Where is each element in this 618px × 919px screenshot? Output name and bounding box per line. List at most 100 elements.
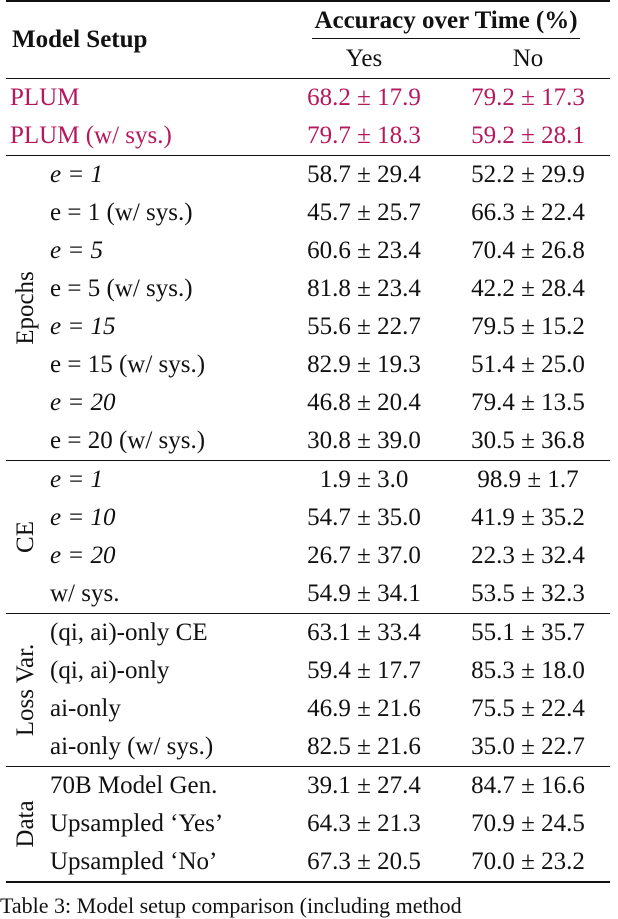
yes-value: 60.6 ± 23.4 — [307, 237, 421, 264]
yes-value: 30.8 ± 39.0 — [307, 427, 421, 454]
no-value: 70.4 ± 26.8 — [471, 237, 585, 264]
table-row: w/ sys. 54.9 ± 34.1 53.5 ± 32.3 — [6, 575, 610, 614]
table-row: e = 5 (w/ sys.) 81.8 ± 23.4 42.2 ± 28.4 — [6, 270, 610, 308]
table-row: Epochs e = 1 58.7 ± 29.4 52.2 ± 29.9 — [6, 155, 610, 461]
yes-header: Yes — [345, 45, 383, 72]
group-label-text: CE — [12, 521, 39, 553]
table-row: PLUM 68.2 ± 17.9 79.2 ± 17.3 — [6, 78, 610, 117]
table-caption: Table 3: Model setup comparison (includi… — [0, 893, 462, 918]
row-label: e = 5 (w/ sys.) — [50, 275, 193, 302]
row-label: (qi, ai)-only CE — [46, 613, 282, 652]
no-value: 79.2 ± 17.3 — [446, 78, 610, 117]
group-label-epochs: Epochs — [6, 155, 46, 461]
yes-value: 39.1 ± 27.4 — [282, 766, 446, 805]
row-label: ai-only — [50, 695, 121, 722]
table-row: ai-only (w/ sys.) 82.5 ± 21.6 35.0 ± 22.… — [6, 728, 610, 767]
no-value: 79.4 ± 13.5 — [471, 389, 585, 416]
yes-value: 46.8 ± 20.4 — [307, 389, 421, 416]
accuracy-header: Accuracy over Time (%) — [282, 0, 610, 40]
yes-value: 68.2 ± 17.9 — [282, 78, 446, 117]
yes-value: 45.7 ± 25.7 — [307, 199, 421, 226]
yes-value: 59.4 ± 17.7 — [307, 657, 421, 684]
no-value: 75.5 ± 22.4 — [471, 695, 585, 722]
no-value: 41.9 ± 35.2 — [471, 504, 585, 531]
group-label-ce: CE — [6, 460, 46, 614]
row-label: e = 20 — [50, 389, 116, 416]
table-row: ai-only 46.9 ± 21.6 75.5 ± 22.4 — [6, 690, 610, 728]
table-row: e = 10 54.7 ± 35.0 41.9 ± 35.2 — [6, 499, 610, 537]
table-row: Data 70B Model Gen. 39.1 ± 27.4 84.7 ± 1… — [6, 766, 610, 883]
yes-value: 82.5 ± 21.6 — [307, 733, 421, 760]
row-label: PLUM — [6, 78, 282, 117]
group-label-text: Loss Var. — [12, 643, 39, 737]
yes-value: 67.3 ± 20.5 — [282, 843, 446, 883]
yes-value: 63.1 ± 33.4 — [282, 613, 446, 652]
group-label-text: Data — [12, 800, 39, 848]
row-label: e = 15 (w/ sys.) — [50, 351, 206, 378]
row-label: (qi, ai)-only — [50, 657, 170, 684]
no-value: 70.0 ± 23.2 — [446, 843, 610, 883]
table-row: e = 20 (w/ sys.) 30.8 ± 39.0 30.5 ± 36.8 — [6, 422, 610, 461]
accuracy-header-text: Accuracy over Time (%) — [312, 4, 580, 39]
group-label-loss-var: Loss Var. — [6, 613, 46, 767]
group-label-text: Epochs — [12, 271, 39, 345]
no-value: 70.9 ± 24.5 — [471, 810, 585, 837]
row-label: Upsampled ‘No’ — [46, 843, 282, 883]
yes-value: 79.7 ± 18.3 — [307, 122, 421, 149]
no-header: No — [512, 45, 544, 72]
row-label: e = 15 — [50, 313, 116, 340]
row-label: e = 1 — [46, 460, 282, 499]
yes-value: 46.9 ± 21.6 — [307, 695, 421, 722]
header-row-1: Model Setup Accuracy over Time (%) — [6, 0, 610, 79]
no-value: 42.2 ± 28.4 — [471, 275, 585, 302]
table-row: e = 1 (w/ sys.) 45.7 ± 25.7 66.3 ± 22.4 — [6, 194, 610, 232]
table-row: e = 15 (w/ sys.) 82.9 ± 19.3 51.4 ± 25.0 — [6, 346, 610, 384]
yes-value: 54.7 ± 35.0 — [307, 504, 421, 531]
yes-value: 82.9 ± 19.3 — [307, 351, 421, 378]
no-value: 22.3 ± 32.4 — [471, 542, 585, 569]
no-value: 84.7 ± 16.6 — [446, 766, 610, 805]
table-row: e = 5 60.6 ± 23.4 70.4 ± 26.8 — [6, 232, 610, 270]
no-value: 98.9 ± 1.7 — [446, 460, 610, 499]
row-label: Upsampled ‘Yes’ — [50, 810, 224, 837]
row-label: PLUM (w/ sys.) — [10, 122, 172, 149]
row-label: e = 5 — [50, 237, 103, 264]
no-value: 79.5 ± 15.2 — [471, 313, 585, 340]
no-value: 30.5 ± 36.8 — [471, 427, 585, 454]
row-label: e = 10 — [50, 504, 116, 531]
row-label: e = 20 — [50, 542, 116, 569]
group-label-data: Data — [6, 766, 46, 883]
row-label: e = 20 (w/ sys.) — [50, 427, 206, 454]
no-value: 59.2 ± 28.1 — [471, 122, 585, 149]
row-label: 70B Model Gen. — [46, 766, 282, 805]
no-value: 53.5 ± 32.3 — [471, 580, 585, 607]
yes-value: 1.9 ± 3.0 — [282, 460, 446, 499]
row-label: w/ sys. — [50, 580, 120, 607]
no-value: 35.0 ± 22.7 — [471, 733, 585, 760]
table-row: (qi, ai)-only 59.4 ± 17.7 85.3 ± 18.0 — [6, 652, 610, 690]
no-value: 66.3 ± 22.4 — [471, 199, 585, 226]
model-setup-header: Model Setup — [6, 0, 282, 79]
no-value: 52.2 ± 29.9 — [446, 155, 610, 194]
table-row: Loss Var. (qi, ai)-only CE 63.1 ± 33.4 5… — [6, 613, 610, 767]
table-row: e = 20 26.7 ± 37.0 22.3 ± 32.4 — [6, 537, 610, 575]
row-label: e = 1 (w/ sys.) — [50, 199, 193, 226]
no-value: 51.4 ± 25.0 — [471, 351, 585, 378]
table-row: Upsampled ‘Yes’ 64.3 ± 21.3 70.9 ± 24.5 — [6, 805, 610, 843]
yes-value: 81.8 ± 23.4 — [307, 275, 421, 302]
yes-value: 26.7 ± 37.0 — [307, 542, 421, 569]
no-value: 55.1 ± 35.7 — [446, 613, 610, 652]
no-value: 85.3 ± 18.0 — [471, 657, 585, 684]
yes-value: 55.6 ± 22.7 — [307, 313, 421, 340]
row-label: ai-only (w/ sys.) — [50, 733, 214, 760]
yes-value: 58.7 ± 29.4 — [282, 155, 446, 194]
table-row: e = 15 55.6 ± 22.7 79.5 ± 15.2 — [6, 308, 610, 346]
row-label: e = 1 — [46, 155, 282, 194]
header-row-2: Yes No — [6, 40, 610, 79]
yes-value: 64.3 ± 21.3 — [307, 810, 421, 837]
table-row: e = 20 46.8 ± 20.4 79.4 ± 13.5 — [6, 384, 610, 422]
table-row: CE e = 1 1.9 ± 3.0 98.9 ± 1.7 — [6, 460, 610, 614]
table-row: Upsampled ‘No’ 67.3 ± 20.5 70.0 ± 23.2 — [6, 843, 610, 883]
results-table: Model Setup Accuracy over Time (%) Yes N… — [6, 0, 610, 883]
